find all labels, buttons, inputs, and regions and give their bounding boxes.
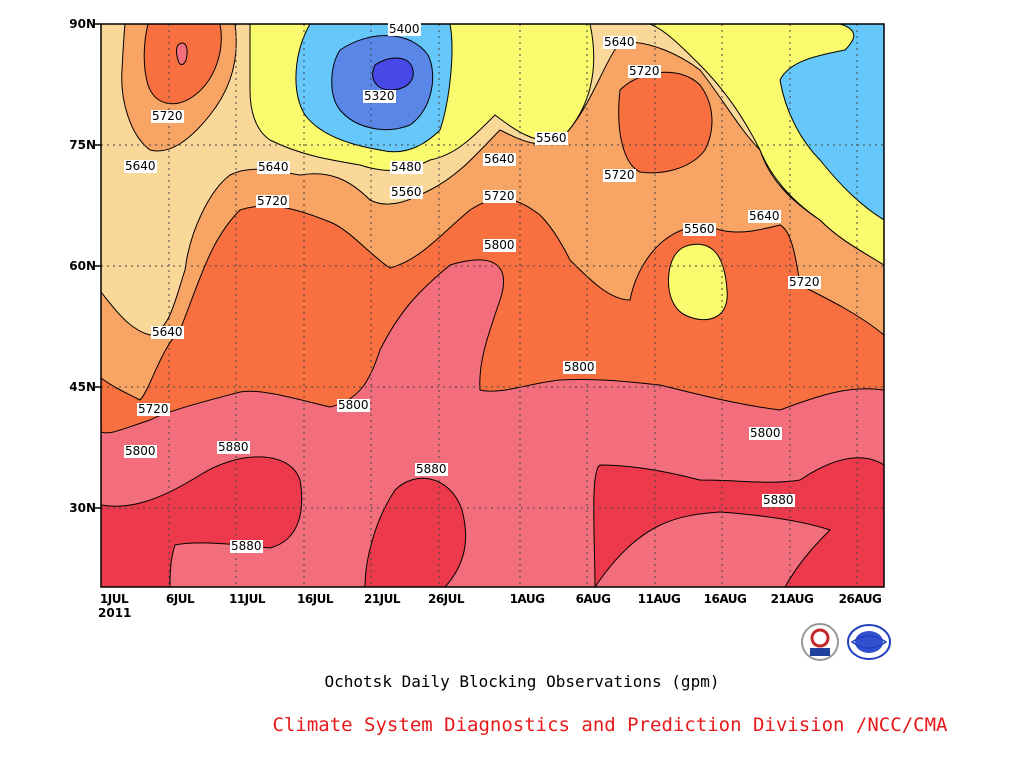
chart-title: Ochotsk Daily Blocking Observations (gpm… <box>324 672 720 691</box>
contour-label: 5480 <box>390 160 423 174</box>
contour-label: 5640 <box>151 325 184 339</box>
contour-label: 5720 <box>603 168 636 182</box>
contour-label: 5880 <box>217 440 250 454</box>
ytick-label: 90N <box>69 17 96 31</box>
xtick-label: 21JUL <box>363 592 401 606</box>
contour-label: 5560 <box>535 131 568 145</box>
band-5880-nw <box>176 42 188 66</box>
contour-label: 5640 <box>257 160 290 174</box>
xtick-label: 16AUG <box>703 592 747 606</box>
xtick-label: 6JUL <box>165 592 195 606</box>
band-5400-5480-east <box>779 24 884 221</box>
xaxis-year-label: 2011 <box>98 606 132 620</box>
contour-label: 5720 <box>483 189 516 203</box>
band-5560-5640-hole <box>667 243 728 321</box>
contour-label: 5800 <box>563 360 596 374</box>
band-5720-east <box>618 71 713 174</box>
contour-label: 5560 <box>683 222 716 236</box>
contour-label: 5880 <box>762 493 795 507</box>
contour-label: 5720 <box>151 109 184 123</box>
contour-label: 5800 <box>337 398 370 412</box>
ytick-label: 45N <box>69 380 96 394</box>
band-above-5880-mid <box>364 477 467 587</box>
ytick-label: 60N <box>69 259 96 273</box>
xtick-label: 21AUG <box>770 592 814 606</box>
xtick-label: 1AUG <box>509 592 545 606</box>
contour-label: 5640 <box>124 159 157 173</box>
plot-frame <box>100 23 885 588</box>
xtick-label: 16JUL <box>296 592 334 606</box>
ytick-label: 75N <box>69 138 96 152</box>
xtick-label: 26AUG <box>838 592 882 606</box>
contour-label: 5320 <box>363 89 396 103</box>
contour-label: 5640 <box>603 35 636 49</box>
xtick-label: 11AUG <box>637 592 681 606</box>
band-below-5320 <box>372 57 414 91</box>
xtick-label: 11JUL <box>228 592 266 606</box>
contour-label: 5800 <box>749 426 782 440</box>
contour-label: 5880 <box>415 462 448 476</box>
xtick-label: 26JUL <box>427 592 465 606</box>
contour-label: 5720 <box>137 402 170 416</box>
contour-label: 5720 <box>256 194 289 208</box>
band-above-5880-sw <box>101 456 303 587</box>
xtick-label: 1JUL <box>99 592 129 606</box>
bcc-logo <box>801 623 839 661</box>
contour-label: 5720 <box>628 64 661 78</box>
ytick-label: 30N <box>69 501 96 515</box>
contour-label: 5800 <box>483 238 516 252</box>
contour-label: 5880 <box>230 539 263 553</box>
contour-label: 5560 <box>390 185 423 199</box>
band-above-5880-se <box>593 457 884 587</box>
ncc-logo <box>847 624 891 660</box>
grid <box>101 24 884 587</box>
xtick-label: 6AUG <box>575 592 611 606</box>
contour-label: 5640 <box>748 209 781 223</box>
contour-label: 5640 <box>483 152 516 166</box>
contour-label: 5720 <box>788 275 821 289</box>
credit-text: Climate System Diagnostics and Predictio… <box>272 714 948 736</box>
contour-label: 5800 <box>124 444 157 458</box>
contour-label: 5400 <box>388 22 421 36</box>
